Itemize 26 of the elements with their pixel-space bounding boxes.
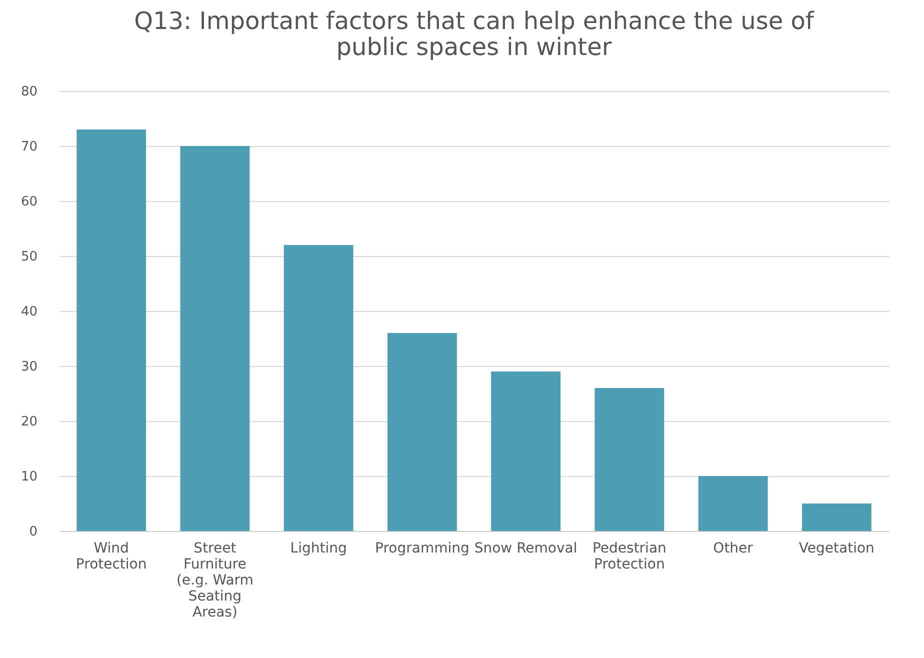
x-tick-label: Lighting <box>290 540 347 556</box>
x-tick-label: Other <box>713 540 754 556</box>
y-tick-label: 60 <box>20 194 38 210</box>
x-tick-label: Street Furniture (e.g. Warm Seating Areas) <box>176 540 254 620</box>
bar <box>180 146 250 531</box>
bar <box>284 245 354 531</box>
bar <box>76 130 146 531</box>
bar <box>491 372 561 531</box>
y-tick-label: 50 <box>20 250 38 264</box>
y-tick-label: 70 <box>20 140 38 154</box>
y-tick-label: 0 <box>29 524 38 540</box>
bar <box>698 476 768 531</box>
x-tick-label: Wind Protection <box>76 540 147 572</box>
y-tick-label: 40 <box>20 304 38 320</box>
y-tick-label: 10 <box>20 470 38 484</box>
bar <box>802 504 872 531</box>
bar <box>594 388 664 531</box>
x-tick-label: Pedestrian Protection <box>592 540 666 572</box>
x-tick-label: Snow Removal <box>474 540 578 556</box>
y-tick-label: 80 <box>20 84 38 100</box>
x-tick-label: Programming <box>375 540 470 556</box>
y-tick-label: 20 <box>20 414 38 430</box>
x-tick-label: Vegetation <box>798 540 874 556</box>
bar <box>387 333 457 531</box>
y-tick-label: 30 <box>20 360 38 374</box>
chart-title: Q13: Important factors that can help enhance the use of public spaces in winter <box>134 7 814 61</box>
